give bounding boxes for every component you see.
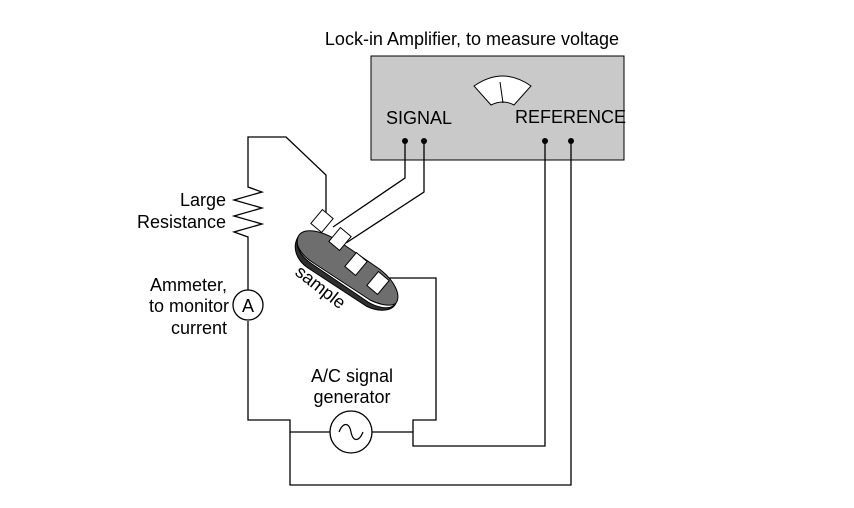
wire-signal-2 bbox=[345, 141, 425, 244]
wire-sample-to-generator bbox=[386, 277, 437, 432]
ammeter-label-line3: current bbox=[171, 318, 227, 338]
sine-wave-icon bbox=[338, 423, 364, 441]
resistance-label-line1: Large bbox=[180, 190, 226, 210]
resistance-label-line2: Resistance bbox=[137, 212, 226, 232]
wire-signal-1 bbox=[332, 141, 406, 228]
amplifier-box bbox=[370, 55, 625, 161]
sample-edge bbox=[294, 236, 397, 311]
ammeter-icon bbox=[232, 289, 264, 321]
wire-left-loop bbox=[247, 136, 327, 213]
ammeter-label-line1: Ammeter, bbox=[150, 275, 227, 295]
generator-label-line1: A/C signal bbox=[311, 366, 393, 386]
circuit-wires bbox=[247, 136, 572, 486]
generator-label-line2: generator bbox=[313, 387, 390, 407]
wire-bottom-ref bbox=[289, 141, 572, 486]
sample-contact-1 bbox=[310, 208, 334, 234]
sample: sample bbox=[292, 208, 399, 313]
reference-label: REFERENCE bbox=[515, 107, 626, 127]
signal-label: SIGNAL bbox=[386, 108, 452, 128]
meter-dial-icon bbox=[473, 75, 532, 106]
wire-ammeter-to-generator bbox=[247, 321, 330, 433]
sample-contact-4 bbox=[366, 270, 390, 296]
amplifier-title: Lock-in Amplifier, to measure voltage bbox=[325, 29, 619, 49]
sample-contact-3 bbox=[344, 251, 368, 277]
wire-generator-to-reference bbox=[372, 141, 546, 447]
ammeter-symbol: A bbox=[242, 296, 254, 316]
lock-in-amplifier: SIGNAL REFERENCE bbox=[370, 55, 626, 161]
ammeter-label-line2: to monitor bbox=[149, 296, 229, 316]
sample-contact-2 bbox=[328, 226, 352, 252]
resistor-icon bbox=[231, 183, 265, 241]
